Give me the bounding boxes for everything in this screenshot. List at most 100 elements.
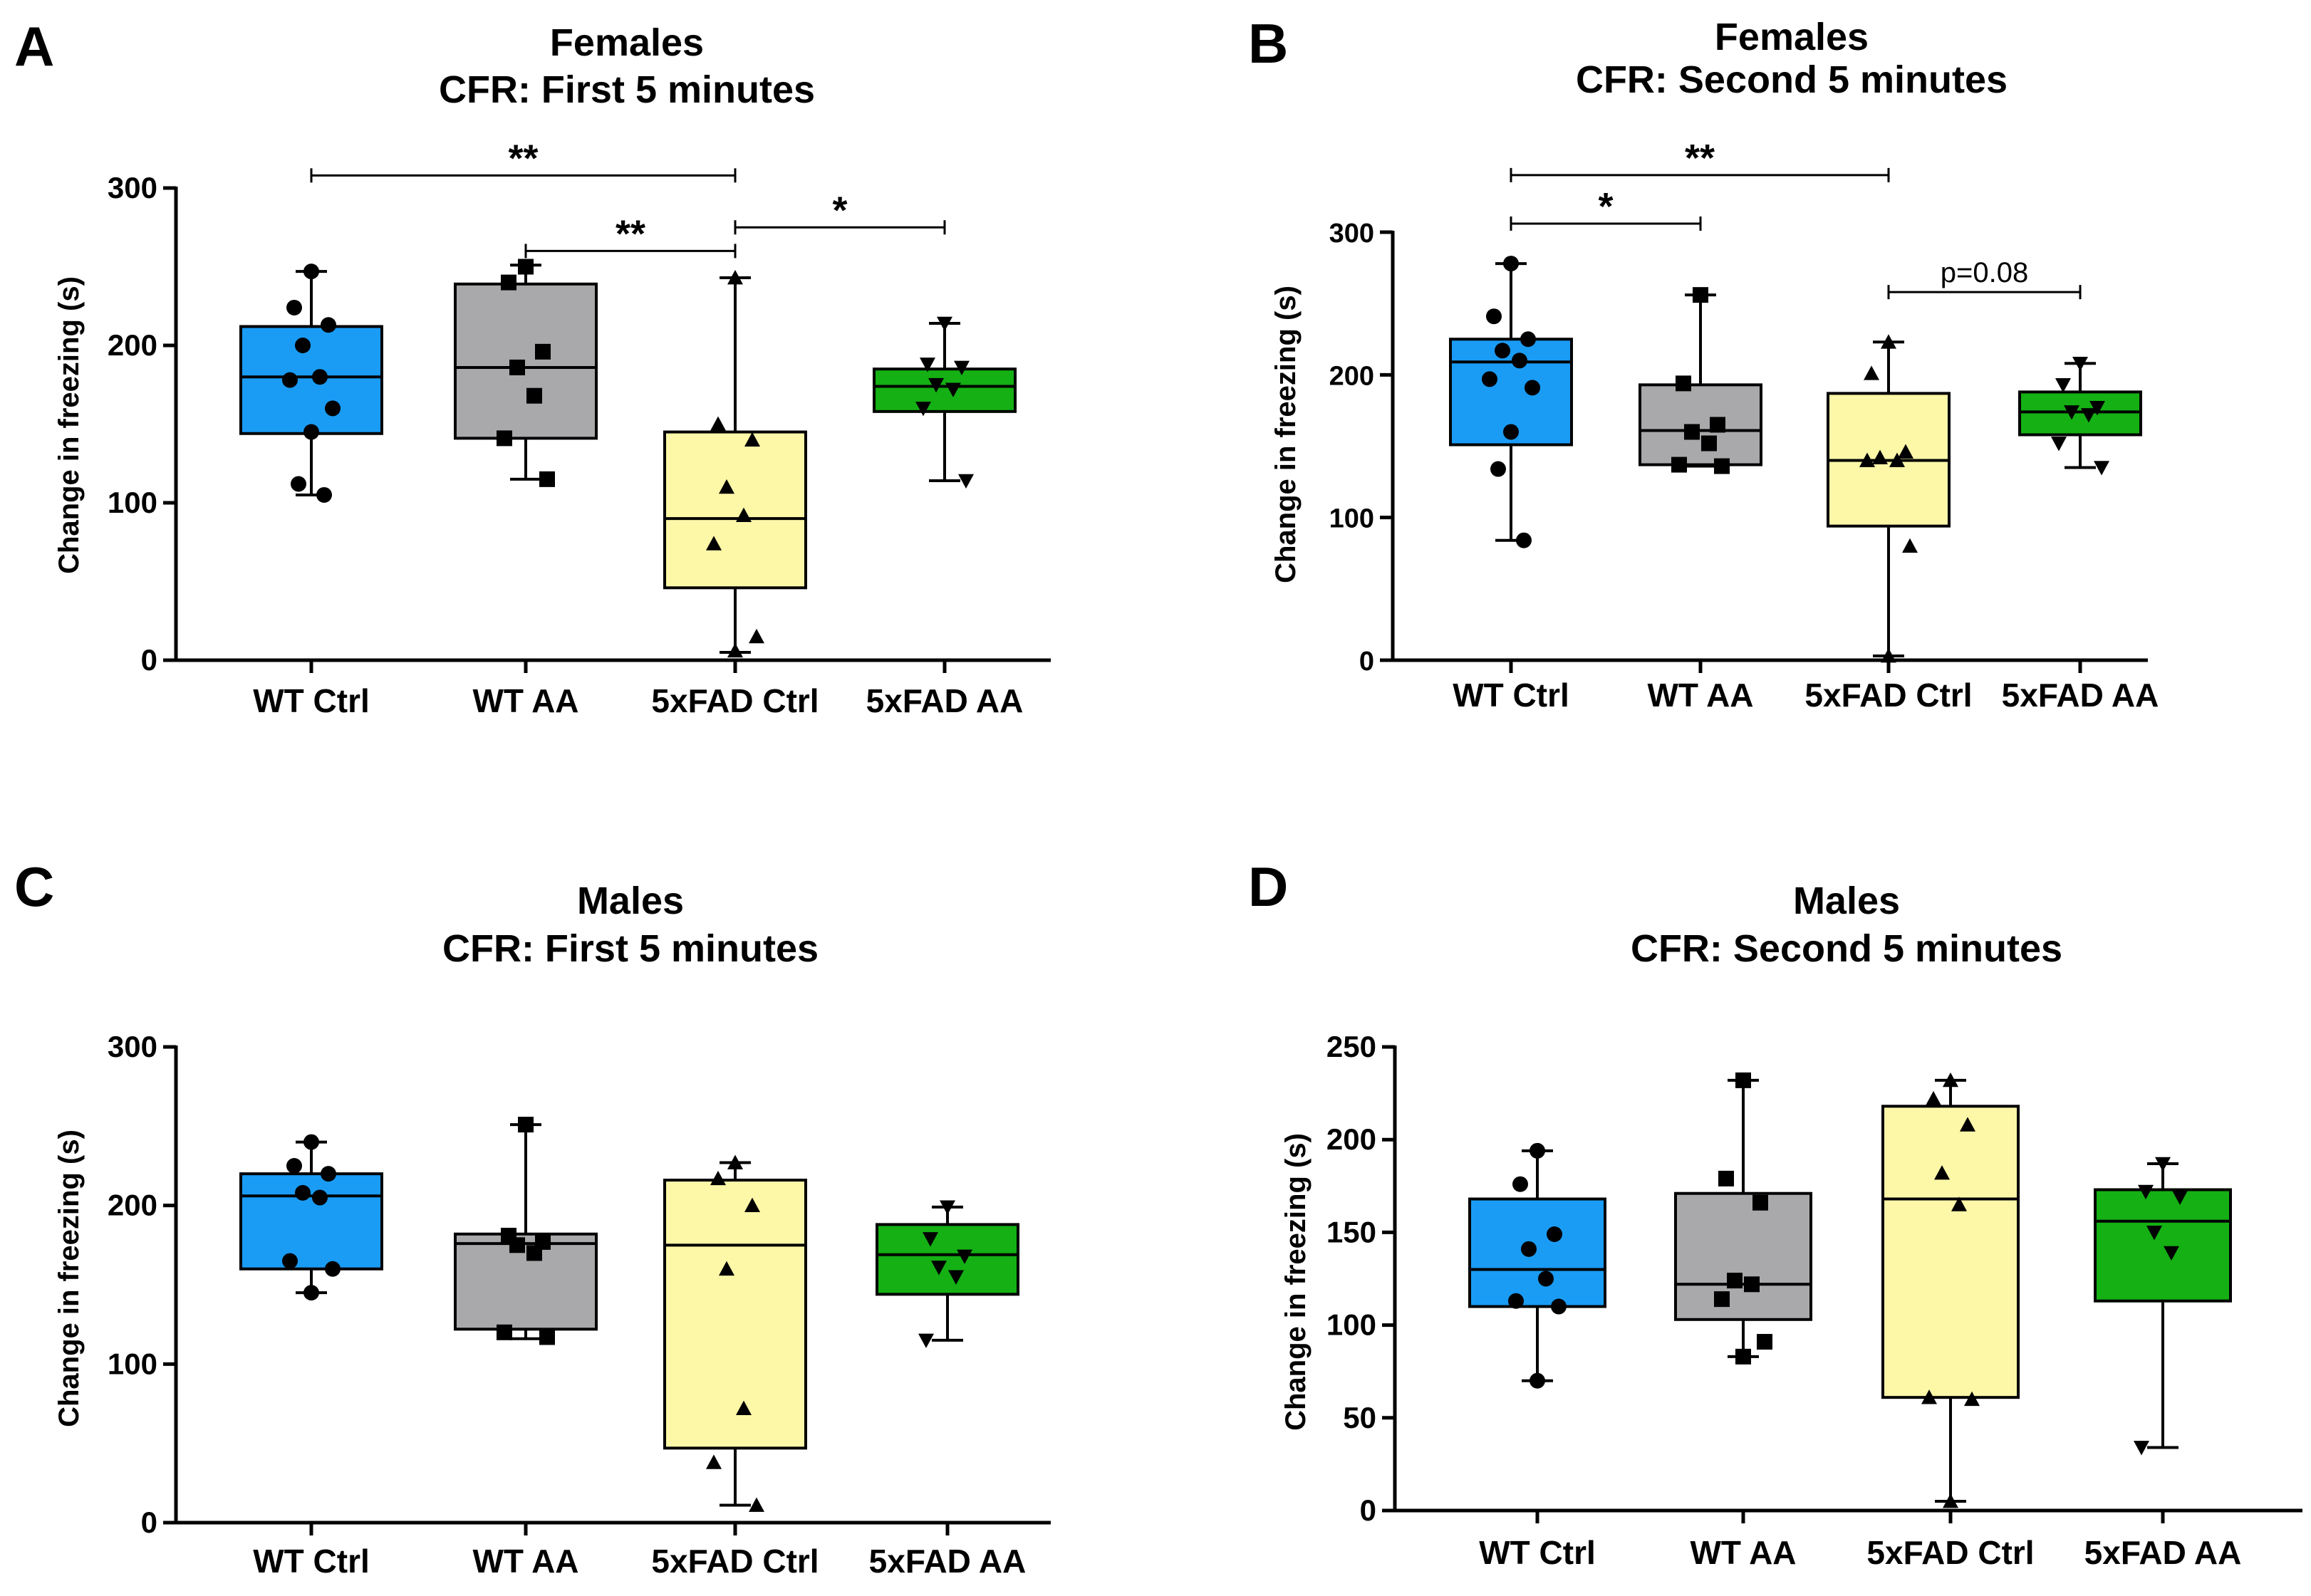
data-point <box>316 486 332 503</box>
x-tick-label: WT AA <box>472 682 578 719</box>
box-wt-aa <box>454 282 598 440</box>
data-point <box>1735 1348 1751 1365</box>
data-point <box>937 316 952 332</box>
data-point <box>918 1333 934 1348</box>
box-5xfad-ctrl <box>663 1179 807 1450</box>
data-point <box>303 1134 319 1150</box>
y-tick-label: 50 <box>1343 1401 1376 1434</box>
x-tick-label: 5xFAD AA <box>2084 1534 2242 1571</box>
chart-title: Females <box>550 21 704 64</box>
data-point <box>1525 380 1540 396</box>
data-point <box>945 382 961 397</box>
y-tick-label: 0 <box>1359 647 1374 677</box>
data-point <box>1881 334 1896 349</box>
data-point <box>509 1237 525 1253</box>
y-tick-label: 0 <box>141 643 157 677</box>
data-point <box>2055 378 2071 393</box>
data-point <box>539 1329 555 1345</box>
y-tick-label: 100 <box>1329 504 1374 534</box>
x-tick-label: 5xFAD Ctrl <box>651 1543 819 1580</box>
y-axis-label: Change in freezing (s) <box>1280 1133 1312 1431</box>
y-axis-label: Change in freezing (s) <box>53 276 85 574</box>
data-point <box>727 269 743 285</box>
data-point <box>1943 1072 1958 1088</box>
data-point <box>1547 1226 1562 1243</box>
data-point <box>736 507 752 523</box>
data-point <box>1727 1273 1743 1289</box>
data-point <box>1714 1291 1730 1308</box>
data-point <box>325 1261 341 1277</box>
data-point <box>1943 1493 1958 1508</box>
chart-title: Males <box>1793 880 1900 922</box>
data-point <box>744 432 760 447</box>
data-point <box>1921 1389 1937 1404</box>
data-point <box>1872 449 1888 464</box>
y-tick-label: 250 <box>1326 1030 1376 1063</box>
data-point <box>539 471 555 487</box>
y-tick-label: 0 <box>1360 1493 1376 1527</box>
data-point <box>1676 375 1691 392</box>
x-tick-label: WT Ctrl <box>253 682 370 719</box>
data-point <box>1538 1271 1554 1287</box>
significance-label: * <box>1598 185 1613 228</box>
data-point <box>749 628 764 644</box>
x-tick-label: WT AA <box>1690 1534 1796 1571</box>
data-point <box>928 377 944 393</box>
box-5xfad-ctrl <box>1881 1105 2020 1399</box>
chart-subtitle: CFR: First 5 minutes <box>439 68 815 111</box>
y-tick-label: 100 <box>108 486 157 519</box>
box-wt-aa <box>1639 383 1762 466</box>
box-5xfad-aa <box>873 367 1017 413</box>
significance-label: p=0.08 <box>1941 257 2028 288</box>
data-point <box>312 369 328 385</box>
data-point <box>948 1270 964 1285</box>
data-point <box>526 387 542 404</box>
data-point <box>1551 1298 1567 1315</box>
data-point <box>1718 1170 1734 1186</box>
data-point <box>509 359 525 375</box>
y-axis-label: Change in freezing (s) <box>1270 286 1302 583</box>
y-axis-label: Change in freezing (s) <box>53 1130 85 1427</box>
data-point <box>744 1197 760 1213</box>
data-point <box>282 1253 298 1269</box>
data-point <box>497 430 512 447</box>
data-point <box>501 274 516 291</box>
data-point <box>954 360 970 375</box>
box-wt-aa <box>454 1232 598 1331</box>
data-point <box>1881 647 1896 663</box>
data-point <box>1512 1176 1528 1192</box>
data-point <box>303 424 319 440</box>
data-point <box>923 1232 938 1247</box>
data-point <box>719 479 734 494</box>
data-point <box>1889 452 1905 467</box>
data-point <box>497 1324 512 1340</box>
data-point <box>1495 343 1510 359</box>
data-point <box>1934 1165 1950 1180</box>
chart-subtitle: CFR: First 5 minutes <box>442 927 819 970</box>
data-point <box>710 1170 726 1186</box>
panel-letter: D <box>1248 855 1288 918</box>
data-point <box>1684 424 1700 440</box>
data-point <box>303 1285 319 1301</box>
significance-label: ** <box>508 137 538 179</box>
box-wt-ctrl <box>1468 1197 1606 1308</box>
data-point <box>1960 1117 1975 1132</box>
data-point <box>291 476 306 492</box>
x-tick-label: WT Ctrl <box>1479 1534 1596 1571</box>
data-point <box>303 264 319 280</box>
data-point <box>2164 1246 2179 1261</box>
x-tick-label: WT Ctrl <box>253 1543 370 1580</box>
x-tick-label: 5xFAD AA <box>866 682 1024 719</box>
chart-title: Males <box>577 880 684 922</box>
data-point <box>1744 1276 1760 1293</box>
data-point <box>1902 538 1918 553</box>
data-point <box>1671 457 1687 473</box>
data-point <box>1503 424 1519 440</box>
panel-c: C Males CFR: First 5 minutes Change in f… <box>14 855 1051 1580</box>
data-point <box>2094 461 2109 476</box>
data-point <box>710 416 726 431</box>
data-point <box>958 474 974 489</box>
data-point <box>719 1261 734 1276</box>
data-point <box>931 1261 947 1276</box>
data-point <box>2155 1157 2171 1172</box>
